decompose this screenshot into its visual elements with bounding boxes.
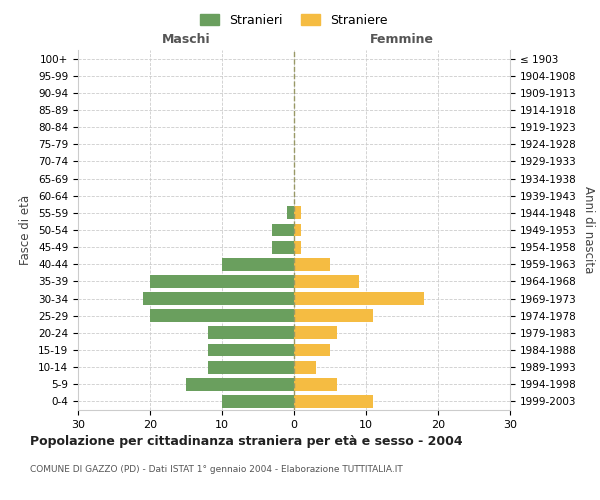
Text: Maschi: Maschi <box>161 32 211 46</box>
Bar <box>294 275 359 288</box>
Bar <box>272 240 294 254</box>
Bar <box>294 360 316 374</box>
Bar <box>294 310 373 322</box>
Bar <box>272 224 294 236</box>
Bar <box>294 224 301 236</box>
Legend: Stranieri, Straniere: Stranieri, Straniere <box>196 8 392 32</box>
Bar <box>294 206 301 220</box>
Bar <box>222 395 294 408</box>
Bar <box>208 360 294 374</box>
Bar <box>294 344 330 356</box>
Bar <box>222 258 294 270</box>
Bar <box>294 240 301 254</box>
Bar <box>294 326 337 340</box>
Bar <box>294 258 330 270</box>
Text: Femmine: Femmine <box>370 32 434 46</box>
Bar <box>294 395 373 408</box>
Bar <box>143 292 294 305</box>
Bar <box>150 275 294 288</box>
Bar <box>287 206 294 220</box>
Bar <box>208 326 294 340</box>
Bar <box>186 378 294 390</box>
Bar <box>208 344 294 356</box>
Bar <box>294 292 424 305</box>
Bar <box>150 310 294 322</box>
Y-axis label: Fasce di età: Fasce di età <box>19 195 32 265</box>
Bar <box>294 378 337 390</box>
Text: Popolazione per cittadinanza straniera per età e sesso - 2004: Popolazione per cittadinanza straniera p… <box>30 435 463 448</box>
Y-axis label: Anni di nascita: Anni di nascita <box>582 186 595 274</box>
Text: COMUNE DI GAZZO (PD) - Dati ISTAT 1° gennaio 2004 - Elaborazione TUTTITALIA.IT: COMUNE DI GAZZO (PD) - Dati ISTAT 1° gen… <box>30 465 403 474</box>
